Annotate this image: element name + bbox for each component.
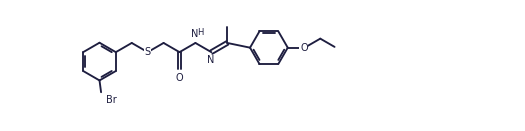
Text: H: H: [197, 28, 204, 37]
Text: S: S: [144, 47, 151, 57]
Text: N: N: [191, 29, 198, 39]
Text: N: N: [207, 55, 214, 65]
Text: O: O: [300, 43, 308, 53]
Text: O: O: [176, 73, 183, 83]
Text: Br: Br: [106, 95, 117, 105]
